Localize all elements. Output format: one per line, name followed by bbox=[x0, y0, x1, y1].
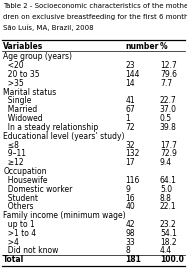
Text: <20: <20 bbox=[3, 61, 24, 70]
Text: >1 to 4: >1 to 4 bbox=[3, 229, 36, 238]
Text: up to 1: up to 1 bbox=[3, 220, 35, 229]
Text: 9.4: 9.4 bbox=[160, 158, 172, 167]
Text: Age group (years): Age group (years) bbox=[3, 52, 72, 61]
Text: 144: 144 bbox=[125, 70, 140, 79]
Text: 9–11: 9–11 bbox=[3, 149, 26, 158]
Text: 72: 72 bbox=[125, 123, 135, 132]
Text: Occupation: Occupation bbox=[3, 167, 47, 176]
Text: 79.6: 79.6 bbox=[160, 70, 177, 79]
Text: 17.7: 17.7 bbox=[160, 140, 177, 150]
Text: Others: Others bbox=[3, 202, 34, 211]
Text: 64.1: 64.1 bbox=[160, 176, 177, 185]
Text: Did not know: Did not know bbox=[3, 246, 59, 256]
Text: Domestic worker: Domestic worker bbox=[3, 185, 73, 194]
Text: dren on exclusive breastfeeding for the first 6 months of life.: dren on exclusive breastfeeding for the … bbox=[3, 14, 187, 20]
Text: In a steady relationship: In a steady relationship bbox=[3, 123, 99, 132]
Text: 39.8: 39.8 bbox=[160, 123, 177, 132]
Text: 22.7: 22.7 bbox=[160, 96, 177, 105]
Text: 41: 41 bbox=[125, 96, 135, 105]
Text: 7.7: 7.7 bbox=[160, 79, 172, 88]
Text: 12.7: 12.7 bbox=[160, 61, 177, 70]
Text: 132: 132 bbox=[125, 149, 140, 158]
Text: 40: 40 bbox=[125, 202, 135, 211]
Text: 54.1: 54.1 bbox=[160, 229, 177, 238]
Text: ≤8: ≤8 bbox=[3, 140, 19, 150]
Text: number: number bbox=[125, 42, 159, 51]
Text: 72.9: 72.9 bbox=[160, 149, 177, 158]
Text: 8.8: 8.8 bbox=[160, 193, 172, 203]
Text: Educational level (years’ study): Educational level (years’ study) bbox=[3, 132, 125, 141]
Text: Table 2 - Socioeconomic characteristics of the mothers of chil-: Table 2 - Socioeconomic characteristics … bbox=[3, 3, 187, 9]
Text: 18.2: 18.2 bbox=[160, 238, 177, 247]
Text: 23.2: 23.2 bbox=[160, 220, 177, 229]
Text: 20 to 35: 20 to 35 bbox=[3, 70, 40, 79]
Text: %: % bbox=[160, 42, 168, 51]
Text: 42: 42 bbox=[125, 220, 135, 229]
Text: Housewife: Housewife bbox=[3, 176, 48, 185]
Text: 0.5: 0.5 bbox=[160, 114, 172, 123]
Text: 16: 16 bbox=[125, 193, 135, 203]
Text: 116: 116 bbox=[125, 176, 140, 185]
Text: 32: 32 bbox=[125, 140, 135, 150]
Text: 33: 33 bbox=[125, 238, 135, 247]
Text: Married: Married bbox=[3, 105, 38, 114]
Text: ≥12: ≥12 bbox=[3, 158, 24, 167]
Text: Variables: Variables bbox=[3, 42, 44, 51]
Text: 37.0: 37.0 bbox=[160, 105, 177, 114]
Text: Widowed: Widowed bbox=[3, 114, 43, 123]
Text: 100.0: 100.0 bbox=[160, 255, 184, 264]
Text: 8: 8 bbox=[125, 246, 130, 256]
Text: Student: Student bbox=[3, 193, 38, 203]
Text: 17: 17 bbox=[125, 158, 135, 167]
Text: Single: Single bbox=[3, 96, 32, 105]
Text: 1: 1 bbox=[125, 114, 130, 123]
Text: São Luís, MA, Brazil, 2008: São Luís, MA, Brazil, 2008 bbox=[3, 25, 94, 31]
Text: 23: 23 bbox=[125, 61, 135, 70]
Text: Family income (minimum wage): Family income (minimum wage) bbox=[3, 211, 126, 220]
Text: 22.1: 22.1 bbox=[160, 202, 177, 211]
Text: Total: Total bbox=[3, 255, 25, 264]
Text: 181: 181 bbox=[125, 255, 141, 264]
Text: 98: 98 bbox=[125, 229, 135, 238]
Text: 14: 14 bbox=[125, 79, 135, 88]
Text: >4: >4 bbox=[3, 238, 19, 247]
Text: Marital status: Marital status bbox=[3, 87, 57, 97]
Text: 9: 9 bbox=[125, 185, 130, 194]
Text: >35: >35 bbox=[3, 79, 24, 88]
Text: 67: 67 bbox=[125, 105, 135, 114]
Text: 5.0: 5.0 bbox=[160, 185, 172, 194]
Text: 4.4: 4.4 bbox=[160, 246, 172, 256]
